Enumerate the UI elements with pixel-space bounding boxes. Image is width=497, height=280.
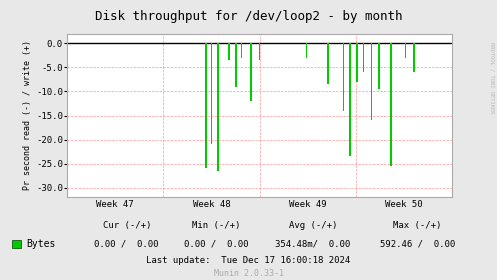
Text: Bytes: Bytes [26, 239, 55, 249]
Text: Last update:  Tue Dec 17 16:00:18 2024: Last update: Tue Dec 17 16:00:18 2024 [147, 256, 350, 265]
Bar [390, 43, 392, 166]
Text: Min (-/+): Min (-/+) [192, 221, 241, 230]
Text: 354.48m/  0.00: 354.48m/ 0.00 [275, 239, 351, 248]
Bar [378, 43, 380, 89]
Bar [328, 43, 329, 84]
Text: Avg (-/+): Avg (-/+) [289, 221, 337, 230]
Bar [405, 43, 406, 58]
Y-axis label: Pr second read (-) / write (+): Pr second read (-) / write (+) [23, 41, 32, 190]
Bar [241, 43, 242, 58]
Text: RRDTOOL / TOBI OETIKER: RRDTOOL / TOBI OETIKER [490, 42, 495, 113]
Text: Max (-/+): Max (-/+) [393, 221, 442, 230]
Bar [211, 43, 213, 144]
Text: Cur (-/+): Cur (-/+) [102, 221, 151, 230]
Bar [413, 43, 414, 72]
Bar [371, 43, 372, 120]
Bar [250, 43, 252, 101]
Bar [235, 43, 237, 87]
Bar [356, 43, 357, 82]
Bar [306, 43, 307, 58]
Bar [349, 43, 351, 157]
Text: Munin 2.0.33-1: Munin 2.0.33-1 [214, 269, 283, 278]
Text: 592.46 /  0.00: 592.46 / 0.00 [380, 239, 455, 248]
Bar [217, 43, 219, 171]
Text: 0.00 /  0.00: 0.00 / 0.00 [184, 239, 248, 248]
Bar [343, 43, 344, 111]
Bar [259, 43, 260, 60]
Bar [228, 43, 230, 60]
Text: 0.00 /  0.00: 0.00 / 0.00 [94, 239, 159, 248]
Text: Disk throughput for /dev/loop2 - by month: Disk throughput for /dev/loop2 - by mont… [95, 10, 402, 23]
Bar [363, 43, 364, 72]
Bar [205, 43, 207, 169]
